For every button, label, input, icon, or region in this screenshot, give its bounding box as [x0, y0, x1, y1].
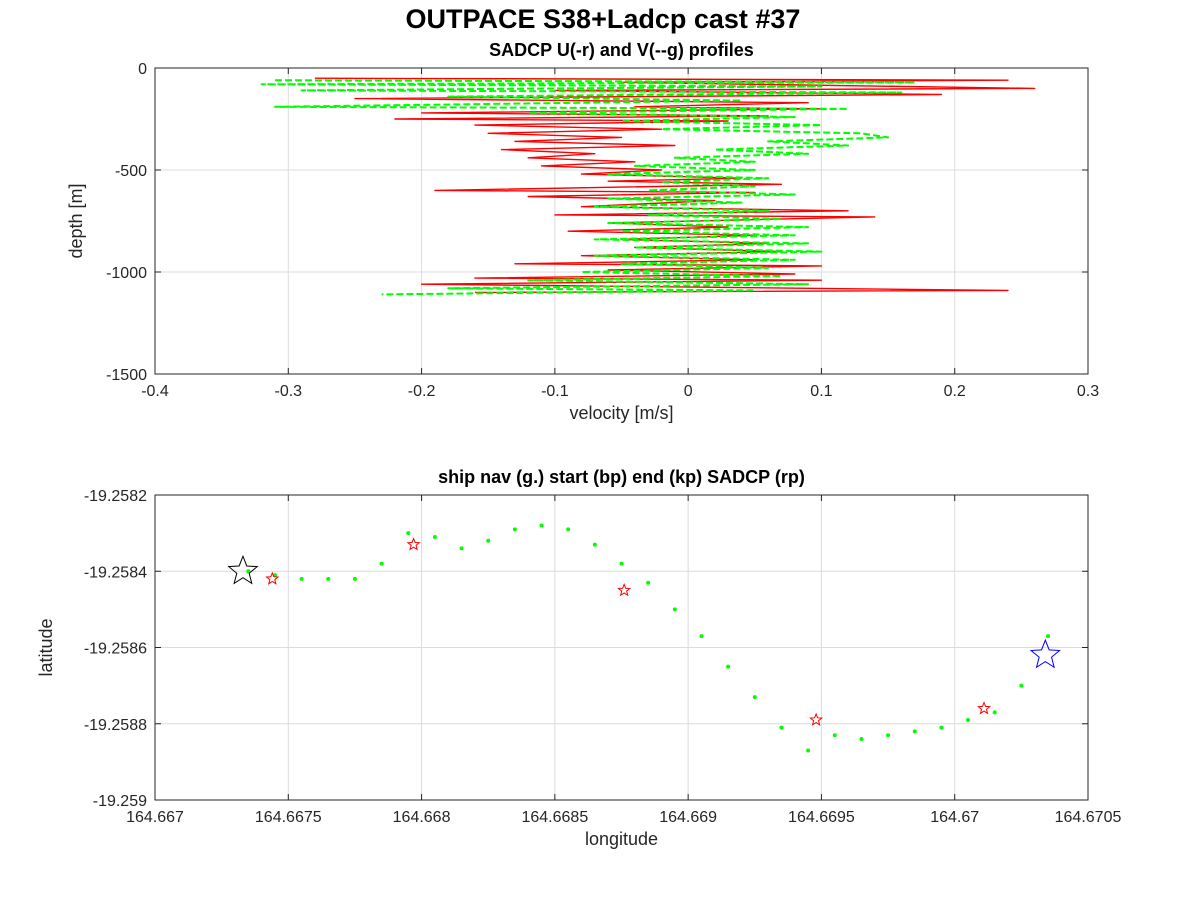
start-point — [1029, 638, 1061, 669]
sadcp-point — [265, 571, 280, 585]
sadcp-point — [406, 537, 421, 551]
figure-title: OUTPACE S38+Ladcp cast #37 — [406, 4, 801, 34]
velocity-profile-plot: -0.4 -0.3 -0.2 -0.1 0 0.1 0.2 0.3 0 -500 -1000 -150… — [66, 40, 1099, 423]
x-tick-label: 0.2 — [944, 383, 966, 400]
ship-nav-point — [352, 576, 357, 581]
ship-nav-point — [566, 527, 571, 532]
y-axis-label: latitude — [36, 618, 56, 676]
x-tick-label: -0.1 — [541, 383, 569, 400]
ship-nav-point — [966, 717, 971, 722]
ship-nav-plot: 164.667 164.6675 164.668 164.6685 164.669 164… — [36, 467, 1121, 849]
ship-nav-point — [326, 576, 331, 581]
y-tick-label: 0 — [138, 61, 147, 78]
end-point — [227, 554, 259, 585]
x-tick-label: 164.6695 — [788, 809, 855, 826]
ship-nav-point — [886, 733, 891, 738]
profile-v-line — [260, 79, 916, 296]
x-tick-label: -0.3 — [274, 383, 302, 400]
data-layer — [260, 77, 1036, 296]
ship-nav-point — [806, 748, 811, 753]
y-tick-label: -500 — [115, 163, 147, 180]
y-axis-label: depth [m] — [66, 183, 86, 258]
ship-nav-point — [752, 695, 757, 700]
ship-nav-point — [299, 576, 304, 581]
ship-nav-point — [379, 561, 384, 566]
y-tick-label: -19.2582 — [84, 488, 147, 505]
sadcp-point — [617, 582, 632, 597]
x-axis-label: velocity [m/s] — [569, 403, 673, 423]
y-tick-label: -1000 — [106, 265, 147, 282]
ship-nav-point — [939, 725, 944, 730]
ship-nav-point — [672, 607, 677, 612]
ship-nav-point — [832, 733, 837, 738]
ship-nav-point — [432, 534, 437, 539]
sadcp-point — [809, 712, 824, 726]
sadcp-point — [977, 701, 992, 715]
y-tick-label: -1500 — [106, 367, 147, 384]
x-tick-label: 164.6685 — [521, 809, 588, 826]
ship-nav-point — [486, 538, 491, 543]
ship-nav-point — [726, 664, 731, 669]
x-tick-label: 164.67 — [930, 809, 979, 826]
ship-nav-point — [406, 531, 411, 536]
ship-nav-point — [912, 729, 917, 734]
axes-box — [154, 67, 1089, 375]
x-tick-label: 0 — [684, 383, 693, 400]
ship-nav-point — [1019, 683, 1024, 688]
x-tick-label: -0.4 — [141, 383, 169, 400]
x-tick-label: 164.669 — [659, 809, 717, 826]
ship-nav-point — [699, 634, 704, 639]
plot-title: SADCP U(-r) and V(--g) profiles — [489, 40, 754, 60]
ship-nav-point — [646, 580, 651, 585]
y-tick-label: -19.259 — [93, 793, 147, 810]
x-tick-label: 164.667 — [126, 809, 184, 826]
y-tick-label: -19.2588 — [84, 717, 147, 734]
ship-nav-point — [512, 527, 517, 532]
data-layer — [227, 523, 1061, 753]
ship-nav-point — [779, 725, 784, 730]
y-tick-label: -19.2584 — [84, 564, 147, 581]
x-tick-label: 164.6705 — [1055, 809, 1122, 826]
y-tick-label: -19.2586 — [84, 641, 147, 658]
ship-nav-point — [459, 546, 464, 551]
x-tick-label: 164.668 — [393, 809, 451, 826]
x-tick-label: -0.2 — [408, 383, 436, 400]
x-tick-label: 0.1 — [810, 383, 832, 400]
ship-nav-point — [246, 569, 251, 574]
ship-nav-point — [992, 710, 997, 715]
plot-title: ship nav (g.) start (bp) end (kp) SADCP … — [438, 467, 805, 487]
x-axis-label: longitude — [585, 829, 658, 849]
x-tick-label: 164.6675 — [255, 809, 322, 826]
ship-nav-point — [592, 542, 597, 547]
plot-area — [155, 68, 1088, 374]
x-tick-label: 0.3 — [1077, 383, 1099, 400]
ship-nav-point — [539, 523, 544, 528]
ship-nav-point — [619, 561, 624, 566]
ship-nav-point — [1046, 634, 1051, 639]
ship-nav-point — [859, 737, 864, 741]
